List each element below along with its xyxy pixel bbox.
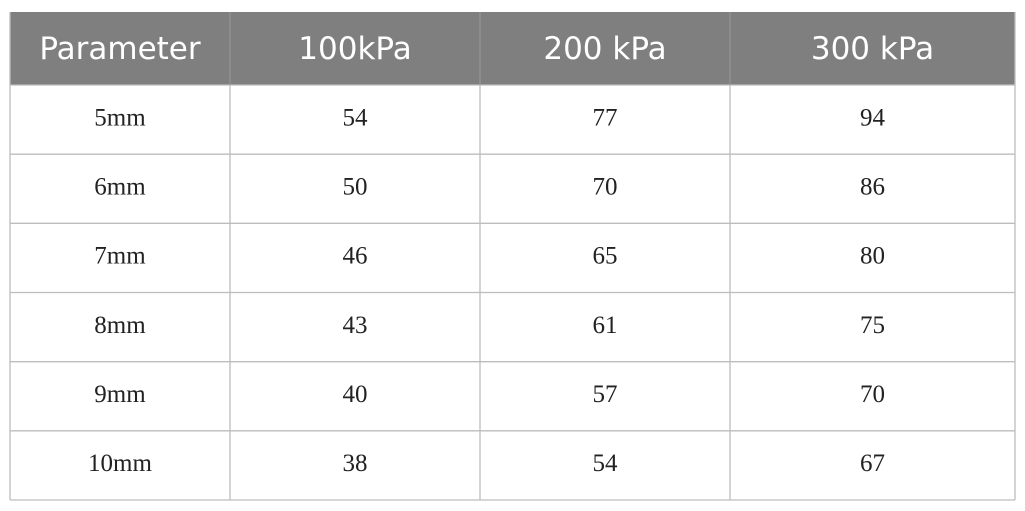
cell: 43 bbox=[343, 312, 368, 339]
cell: 54 bbox=[343, 104, 369, 131]
cell: 10mm bbox=[88, 450, 152, 477]
cell: 8mm bbox=[94, 312, 146, 339]
header-cell: 100kPa bbox=[298, 31, 411, 67]
cell: 80 bbox=[860, 243, 885, 270]
cell: 65 bbox=[593, 243, 618, 270]
cell: 46 bbox=[343, 243, 368, 270]
cell: 70 bbox=[593, 173, 618, 200]
cell: 6mm bbox=[94, 173, 146, 200]
cell: 7mm bbox=[94, 243, 146, 270]
cell: 40 bbox=[343, 381, 368, 408]
cell: 9mm bbox=[94, 381, 146, 408]
cell: 5mm bbox=[94, 104, 146, 131]
cell: 75 bbox=[860, 312, 885, 339]
header-cell: Parameter bbox=[39, 31, 201, 67]
header-background bbox=[10, 12, 1015, 85]
header-cell: 300 kPa bbox=[811, 31, 934, 67]
cell: 57 bbox=[593, 381, 618, 408]
cell: 54 bbox=[593, 450, 619, 477]
cell: 38 bbox=[343, 450, 368, 477]
cell: 77 bbox=[593, 104, 618, 131]
cell: 61 bbox=[593, 312, 618, 339]
cell: 94 bbox=[860, 104, 886, 131]
cell: 86 bbox=[860, 173, 885, 200]
cell: 70 bbox=[860, 381, 885, 408]
header-cell: 200 kPa bbox=[543, 31, 666, 67]
cell: 50 bbox=[343, 173, 368, 200]
cell: 67 bbox=[860, 450, 885, 477]
